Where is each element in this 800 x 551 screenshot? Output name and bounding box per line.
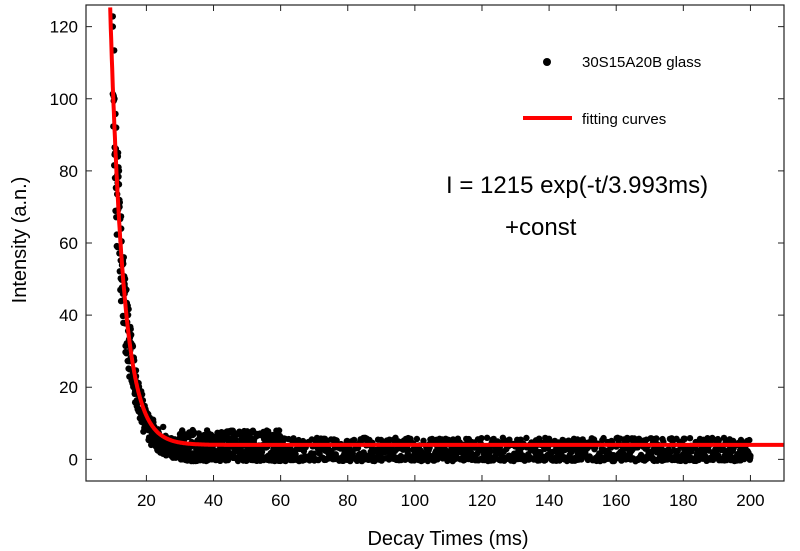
y-axis-label: Intensity (a.n.) — [9, 177, 31, 304]
scatter-point-1230 — [478, 435, 485, 442]
x-tick-label: 80 — [338, 491, 357, 510]
scatter-point-1061 — [404, 449, 411, 457]
y-tick-label: 80 — [59, 162, 78, 181]
scatter-point-1696 — [681, 435, 688, 442]
scatter-point-1430 — [565, 437, 572, 444]
legend-label-fit: fitting curves — [582, 111, 666, 128]
y-tick-label: 20 — [59, 378, 78, 397]
y-tick-label: 40 — [59, 306, 78, 325]
scatter-point-922 — [343, 437, 351, 445]
scatter-point-1591 — [635, 435, 643, 442]
scatter-point-550 — [229, 427, 236, 434]
scatter-point-1708 — [686, 435, 694, 442]
scatter-point-529 — [224, 456, 232, 464]
x-tick-label: 160 — [602, 491, 630, 510]
scatter-point-1243 — [483, 434, 491, 441]
scatter-point-1748 — [704, 435, 711, 442]
scatter-point-938 — [350, 436, 358, 444]
scatter-point-788 — [285, 435, 292, 443]
x-tick-label: 40 — [204, 491, 223, 510]
legend-label-scatter: 30S15A20B glass — [582, 54, 701, 71]
y-tick-label: 60 — [59, 234, 78, 253]
x-tick-label: 200 — [736, 491, 764, 510]
scatter-point-1807 — [730, 437, 737, 445]
scatter-point-1862 — [160, 423, 167, 431]
scatter-point-846 — [310, 450, 318, 457]
x-tick-label: 120 — [468, 491, 496, 510]
x-tick-label: 60 — [271, 491, 290, 510]
y-tick-label: 100 — [50, 90, 78, 109]
x-tick-label: 180 — [669, 491, 697, 510]
scatter-point-1250 — [487, 448, 494, 455]
scatter-point-684 — [258, 448, 266, 456]
scatter-point-1333 — [523, 434, 530, 442]
y-tick-label: 120 — [50, 18, 78, 37]
legend: 30S15A20B glass fitting curves — [523, 54, 701, 128]
scatter-points — [109, 13, 754, 465]
scatter-point-1774 — [715, 437, 722, 444]
fit-equation-line1: I = 1215 exp(-t/3.993ms) — [446, 172, 708, 199]
scatter-point-1631 — [653, 435, 660, 442]
plot-border — [85, 4, 785, 482]
fitting-curve-line — [108, 7, 784, 447]
y-tick-label: 0 — [69, 450, 78, 469]
scatter-point-1510 — [600, 434, 607, 442]
scatter-point-1082 — [413, 435, 421, 443]
scatter-point-1863 — [176, 430, 184, 438]
x-tick-label: 140 — [535, 491, 563, 510]
scatter-point-898 — [333, 437, 340, 444]
scatter-point-1294 — [506, 436, 513, 443]
plot-frame — [85, 4, 785, 482]
x-tick-label: 100 — [401, 491, 429, 510]
scatter-point-1868 — [747, 452, 754, 459]
legend-marker-dot — [543, 58, 551, 66]
scatter-point-762 — [275, 427, 283, 434]
scatter-point-1844 — [746, 436, 753, 444]
scatter-point-1867 — [579, 449, 586, 456]
x-axis-label: Decay Times (ms) — [367, 528, 528, 550]
scatter-point-373 — [190, 429, 198, 436]
x-tick-label: 20 — [137, 491, 156, 510]
axis-ticks: 20 40 60 80 100 120 140 160 180 200 0 20 40 60 80 100 12… — [50, 5, 784, 510]
fit-equation-line2: +const — [505, 214, 577, 241]
